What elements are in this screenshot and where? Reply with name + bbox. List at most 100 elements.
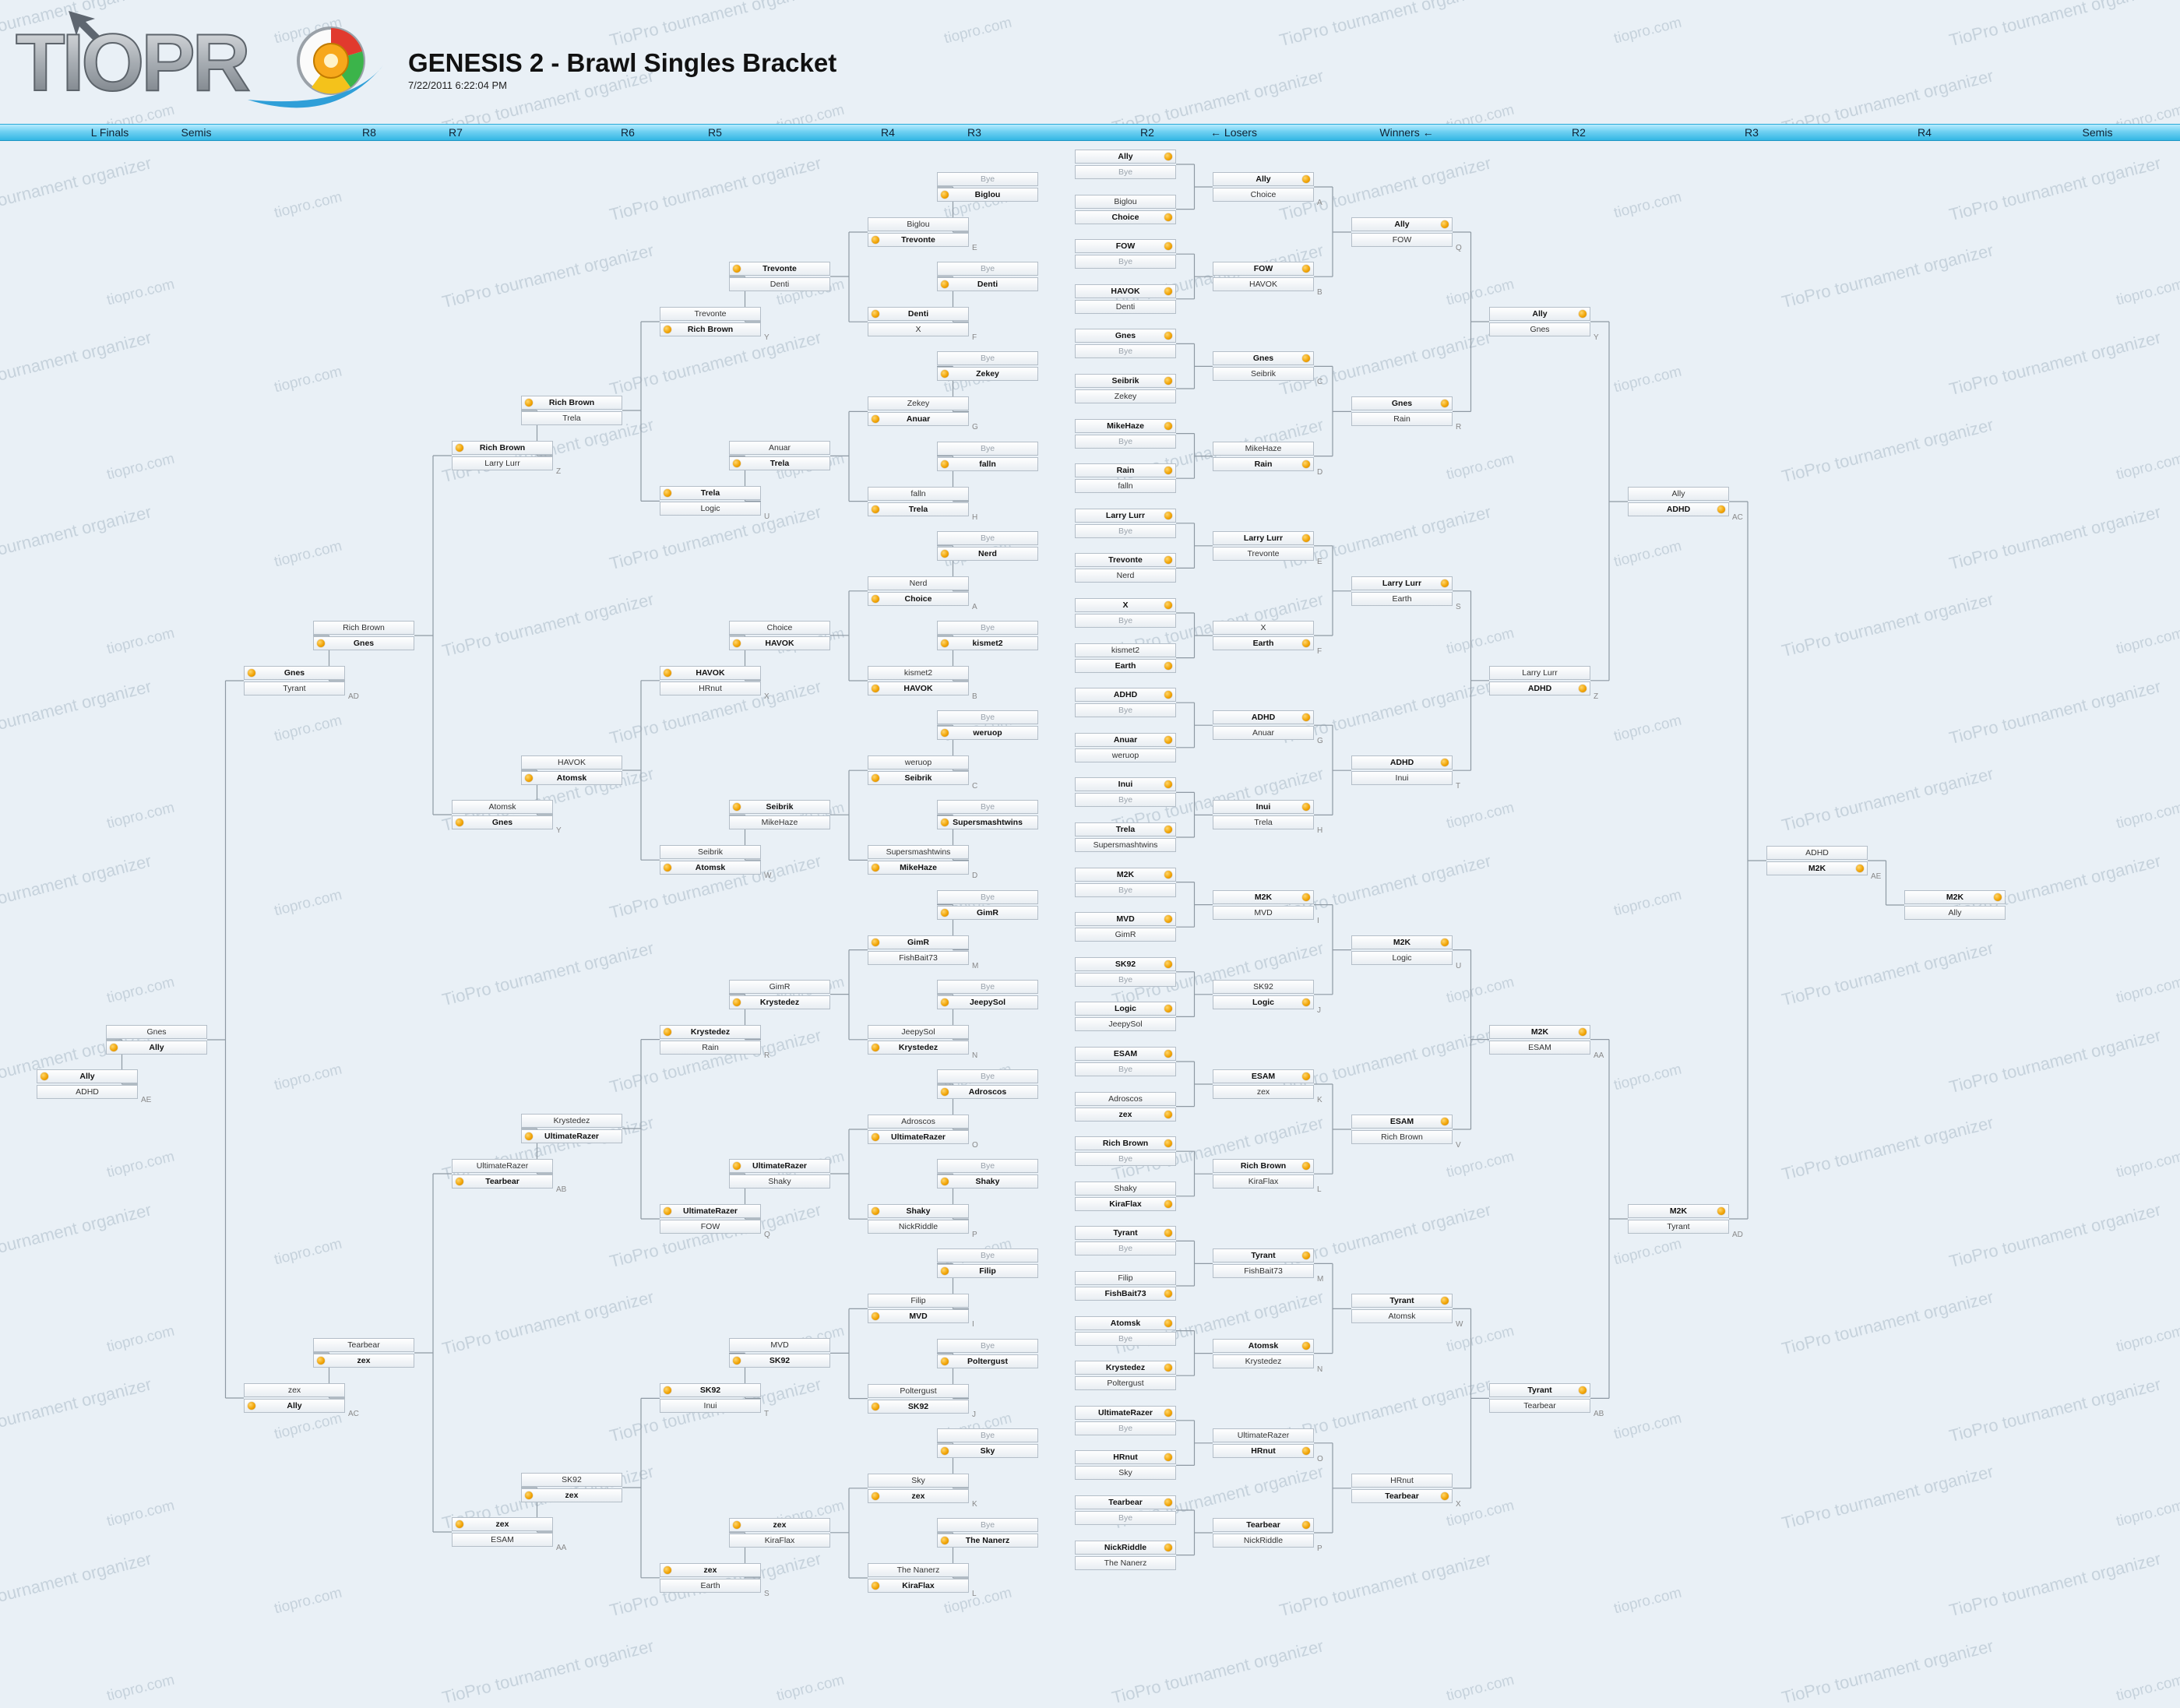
bracket-match[interactable]: Shaky KiraFlax: [1075, 1181, 1176, 1211]
player-slot[interactable]: Atomsk: [1213, 1338, 1314, 1353]
player-slot[interactable]: Trevonte: [729, 262, 830, 276]
player-slot[interactable]: Shaky: [937, 1174, 1038, 1189]
bracket-match[interactable]: Logic JeepySol: [1075, 1002, 1176, 1032]
player-slot[interactable]: ESAM: [1489, 1040, 1590, 1055]
player-slot[interactable]: Larry Lurr: [1213, 530, 1314, 545]
bracket-match[interactable]: M2K ESAM AA: [1489, 1024, 1604, 1060]
bracket-match[interactable]: FOW Bye: [1075, 239, 1176, 269]
player-slot[interactable]: Rich Brown: [313, 621, 414, 635]
player-slot[interactable]: GimR: [937, 905, 1038, 920]
player-slot[interactable]: Gnes: [1213, 351, 1314, 366]
bracket-match[interactable]: Anuar weruop: [1075, 732, 1176, 762]
player-slot[interactable]: Denti: [729, 277, 830, 291]
player-slot[interactable]: SK92: [1213, 979, 1314, 994]
bracket-match[interactable]: Filip FishBait73: [1075, 1271, 1176, 1301]
bracket-match[interactable]: Krystedez Rain R: [660, 1024, 770, 1060]
bracket-match[interactable]: GimR FishBait73 M: [868, 935, 978, 970]
bracket-match[interactable]: UltimateRazer Tearbear AB: [452, 1159, 566, 1194]
player-slot[interactable]: Bye: [937, 710, 1038, 725]
bracket-match[interactable]: Nerd Choice A: [868, 576, 977, 611]
player-slot[interactable]: Trela: [1213, 815, 1314, 830]
bracket-match[interactable]: Tearbear zex: [313, 1338, 414, 1368]
player-slot[interactable]: ADHD: [37, 1085, 138, 1099]
player-slot[interactable]: JeepySol: [937, 995, 1038, 1009]
player-slot[interactable]: Larry Lurr: [1489, 665, 1590, 680]
bracket-match[interactable]: Trela Supersmashtwins: [1075, 822, 1176, 852]
bracket-match[interactable]: Seibrik Atomsk W: [660, 845, 771, 880]
player-slot[interactable]: Zekey: [1075, 389, 1176, 403]
player-slot[interactable]: Rich Brown: [452, 441, 553, 455]
bracket-match[interactable]: Seibrik Zekey: [1075, 374, 1176, 403]
bracket-match[interactable]: Gnes Seibrik C: [1213, 351, 1322, 386]
player-slot[interactable]: Bye: [937, 1159, 1038, 1174]
bracket-match[interactable]: Bye falln: [937, 441, 1038, 471]
player-slot[interactable]: Zekey: [868, 396, 969, 411]
bracket-match[interactable]: Rich Brown Trela: [521, 396, 622, 425]
player-slot[interactable]: Bye: [937, 889, 1038, 904]
bracket-match[interactable]: Tyrant Tearbear AB: [1489, 1383, 1604, 1418]
player-slot[interactable]: Rain: [1075, 463, 1176, 478]
player-slot[interactable]: FOW: [1213, 262, 1314, 276]
bracket-match[interactable]: M2K Tyrant AD: [1628, 1204, 1743, 1239]
player-slot[interactable]: Bye: [1075, 1152, 1176, 1167]
bracket-match[interactable]: HAVOK Denti: [1075, 283, 1176, 314]
player-slot[interactable]: Sky: [1075, 1466, 1176, 1481]
player-slot[interactable]: M2K: [1628, 1204, 1729, 1218]
bracket-match[interactable]: Inui Trela H: [1213, 800, 1322, 835]
bracket-match[interactable]: Atomsk Bye: [1075, 1315, 1176, 1346]
player-slot[interactable]: Filip: [937, 1264, 1038, 1279]
player-slot[interactable]: FOW: [1351, 233, 1453, 247]
player-slot[interactable]: Trela: [868, 502, 969, 516]
bracket-match[interactable]: Gnes Rain R: [1351, 396, 1461, 431]
bracket-match[interactable]: Tyrant FishBait73 M: [1213, 1248, 1323, 1284]
player-slot[interactable]: Rich Brown: [1075, 1136, 1176, 1151]
player-slot[interactable]: Nerd: [937, 546, 1038, 561]
player-slot[interactable]: Rich Brown: [660, 322, 761, 336]
bracket-match[interactable]: Krystedez UltimateRazer: [521, 1114, 622, 1143]
player-slot[interactable]: SK92: [660, 1383, 761, 1398]
player-slot[interactable]: Anuar: [729, 441, 830, 456]
player-slot[interactable]: Trela: [660, 486, 761, 501]
player-slot[interactable]: Poltergust: [868, 1383, 969, 1398]
player-slot[interactable]: Inui: [1351, 771, 1453, 786]
player-slot[interactable]: Trevonte: [868, 233, 969, 247]
player-slot[interactable]: Adroscos: [868, 1115, 969, 1129]
player-slot[interactable]: ESAM: [1213, 1069, 1314, 1083]
player-slot[interactable]: Ally: [1213, 172, 1314, 186]
bracket-match[interactable]: NickRiddle The Nanerz: [1075, 1540, 1176, 1570]
bracket-match[interactable]: Bye Poltergust: [937, 1338, 1038, 1368]
player-slot[interactable]: zex: [244, 1383, 345, 1397]
bracket-match[interactable]: Atomsk Krystedez N: [1213, 1338, 1322, 1374]
player-slot[interactable]: HAVOK: [1075, 283, 1176, 298]
player-slot[interactable]: Bye: [937, 441, 1038, 456]
bracket-match[interactable]: Bye Adroscos: [937, 1069, 1038, 1099]
player-slot[interactable]: Seibrik: [660, 845, 761, 860]
player-slot[interactable]: HAVOK: [1213, 277, 1314, 292]
player-slot[interactable]: GimR: [868, 935, 969, 949]
player-slot[interactable]: X: [868, 322, 969, 337]
player-slot[interactable]: Supersmashtwins: [937, 815, 1038, 830]
bracket-match[interactable]: Trevonte Nerd: [1075, 553, 1176, 583]
player-slot[interactable]: FishBait73: [1075, 1287, 1176, 1301]
player-slot[interactable]: M2K: [1075, 867, 1176, 882]
player-slot[interactable]: Bye: [1075, 972, 1176, 987]
player-slot[interactable]: Krystedez: [1213, 1354, 1314, 1368]
player-slot[interactable]: Bye: [937, 1428, 1038, 1442]
player-slot[interactable]: ADHD: [1075, 688, 1176, 703]
player-slot[interactable]: Bye: [937, 1069, 1038, 1083]
bracket-match[interactable]: MikeHaze Bye: [1075, 418, 1176, 449]
player-slot[interactable]: Bye: [937, 1338, 1038, 1353]
player-slot[interactable]: kismet2: [868, 666, 969, 680]
player-slot[interactable]: weruop: [1075, 748, 1176, 762]
bracket-match[interactable]: UltimateRazer FOW Q: [660, 1204, 770, 1239]
bracket-match[interactable]: UltimateRazer HRnut O: [1213, 1428, 1323, 1463]
player-slot[interactable]: zex: [313, 1354, 414, 1368]
bracket-match[interactable]: ESAM Bye: [1075, 1047, 1176, 1076]
player-slot[interactable]: Bye: [1075, 882, 1176, 897]
bracket-match[interactable]: Larry Lurr Earth S: [1351, 576, 1461, 611]
player-slot[interactable]: Bye: [1075, 434, 1176, 449]
bracket-match[interactable]: Larry Lurr ADHD Z: [1489, 665, 1598, 701]
player-slot[interactable]: Trevonte: [1075, 553, 1176, 568]
player-slot[interactable]: Tyrant: [1213, 1248, 1314, 1263]
bracket-match[interactable]: Zekey Anuar G: [868, 396, 978, 431]
